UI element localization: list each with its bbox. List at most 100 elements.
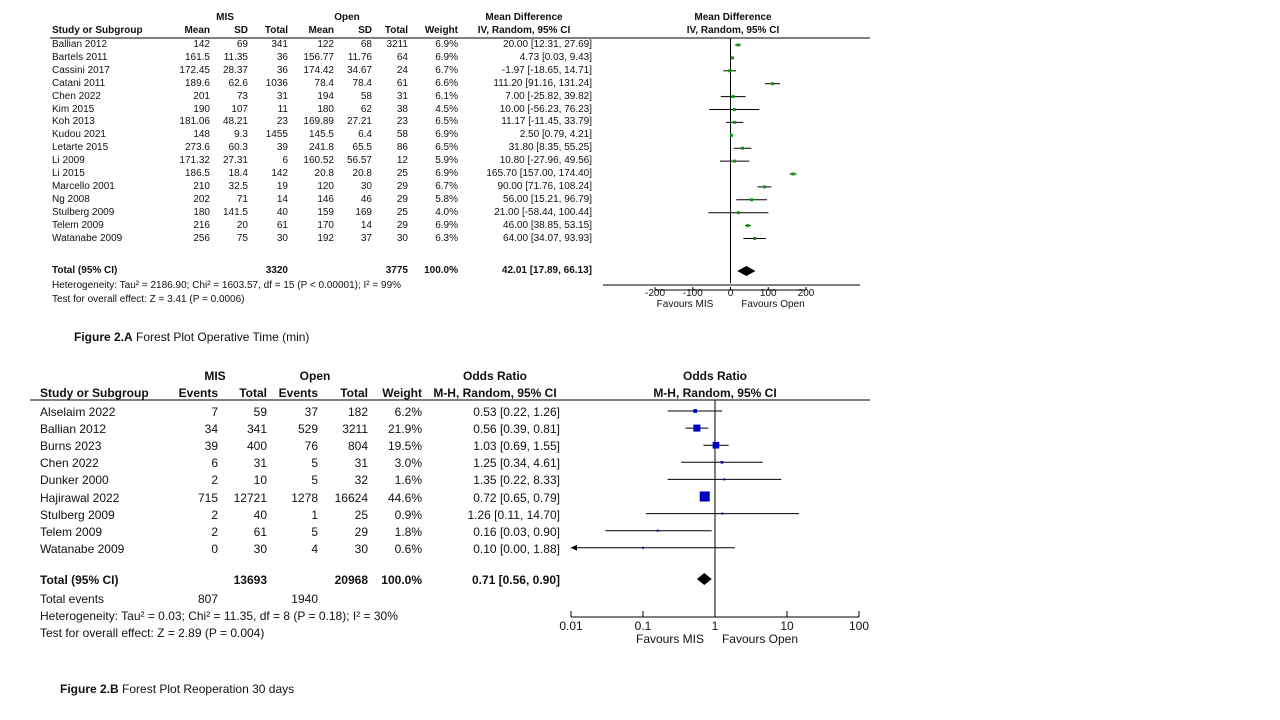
axis-tick-label: 100 [848,619,870,633]
total-ci: 42.01 [17.89, 66.13] [501,265,592,276]
open-total: 32 [354,473,368,488]
mis-total: 59 [253,405,267,419]
mis-sd: 69 [236,39,248,50]
study-name: Marcello 2001 [52,180,115,192]
open-mean: 192 [317,232,334,244]
col-header-sd2: SD [358,25,372,36]
effect-marker [730,56,734,60]
axis-tick-label: -200 [644,288,665,299]
open-total: 30 [396,232,408,244]
study-weight: 6.9% [435,129,458,141]
group1-header: MIS [204,369,226,383]
study-name: Cassini 2017 [52,64,110,76]
col-header-mean2: Mean [308,25,334,36]
mis-total: 23 [276,116,288,128]
col-header-plot: M-H, Random, 95% CI [653,386,777,400]
open-total: 25 [354,507,368,522]
mis-total: 36 [276,64,288,76]
study-weight: 0.9% [394,507,422,522]
mis-total: 31 [276,90,288,102]
mis-total: 14 [276,193,288,205]
study-weight: 6.3% [435,232,458,244]
study-name: Alselaim 2022 [40,405,116,419]
study-ci: 46.00 [38.85, 53.15] [503,219,592,231]
mis-total: 39 [276,142,288,154]
mis-events: 34 [204,422,218,437]
effect-marker [753,237,757,240]
total-events-label: Total events [40,592,105,606]
study-ci: 64.00 [34.07, 93.93] [503,232,592,244]
open-mean: 78.4 [314,77,334,89]
overall-effect-text: Test for overall effect: Z = 3.41 (P = 0… [52,294,245,305]
mis-total: 30 [253,541,267,556]
col-header-total2: Total [384,25,408,36]
study-name: Watanabe 2009 [52,232,123,244]
mis-events: 2 [211,507,218,522]
effect-marker [723,478,726,481]
mis-sd: 48.21 [222,116,248,128]
favours-right-label: Favours Open [721,632,799,646]
mis-sd: 107 [231,103,248,115]
open-sd: 169 [355,206,372,218]
mis-total: 10 [253,473,267,488]
study-weight: 6.9% [435,51,458,63]
mis-sd: 62.6 [228,77,248,89]
study-ci: 1.26 [0.11, 14.70] [467,507,560,522]
axis-tick-label: 10 [780,619,794,633]
mis-sd: 20 [236,219,248,231]
study-ci: 31.80 [8.35, 55.25] [508,142,592,154]
effect-marker [699,491,710,502]
open-mean: 120 [317,180,334,192]
total-ci: 0.71 [0.56, 0.90] [471,573,560,587]
total-label: Total (95% CI) [52,265,118,276]
mis-sd: 73 [236,90,248,102]
open-mean: 180 [317,103,334,115]
mis-sd: 27.31 [222,155,248,167]
study-name: Chen 2022 [40,456,99,471]
study-weight: 6.9% [435,219,458,231]
col-header-weight: Weight [424,25,458,36]
effect-marker [762,185,766,189]
study-ci: 90.00 [71.76, 108.24] [497,180,592,192]
mis-total: 19 [276,180,288,192]
mis-mean: 273.6 [184,142,210,154]
open-events: 1 [311,507,318,522]
open-total: 16624 [334,490,368,505]
total-diamond [696,573,712,585]
mis-mean: 190 [193,103,210,115]
mis-mean: 142 [193,39,210,50]
study-name: Telem 2009 [52,219,104,231]
col-header-ci: IV, Random, 95% CI [477,25,571,36]
open-mean: 20.8 [314,168,334,179]
study-weight: 5.8% [435,193,458,205]
total-diamond [737,266,756,276]
study-name: Ballian 2012 [52,39,108,50]
mis-sd: 28.37 [222,64,248,76]
figure-b-caption: Figure 2.B Forest Plot Reoperation 30 da… [60,682,294,696]
group2-header: Open [334,12,360,23]
study-weight: 4.5% [435,103,458,115]
mis-total: 1036 [265,77,288,89]
plot-header: Mean Difference [694,12,772,23]
open-mean: 122 [317,39,334,50]
mis-total: 11 [277,103,288,115]
study-ci: 21.00 [-58.44, 100.44] [494,206,592,218]
open-total: 31 [354,456,368,471]
open-total: 25 [396,206,408,218]
open-total: 3211 [386,39,408,50]
mis-sd: 141.5 [222,206,248,218]
mis-events: 715 [197,490,218,505]
study-weight: 3.0% [394,456,422,471]
axis-tick-label: 0 [727,288,734,299]
mis-mean: 172.45 [179,64,210,76]
open-total: 29 [396,219,408,231]
col-header-study: Study or Subgroup [52,25,143,36]
total-n2: 20968 [334,573,368,587]
col-header-total2: Total [340,386,368,400]
col-header-mean1: Mean [184,25,210,36]
study-ci: 0.16 [0.03, 0.90] [473,524,560,539]
mis-total: 40 [276,206,288,218]
axis-tick-label: 0.01 [559,619,583,633]
effect-marker [656,529,659,532]
figure-b-caption-text: Forest Plot Reoperation 30 days [122,682,295,696]
